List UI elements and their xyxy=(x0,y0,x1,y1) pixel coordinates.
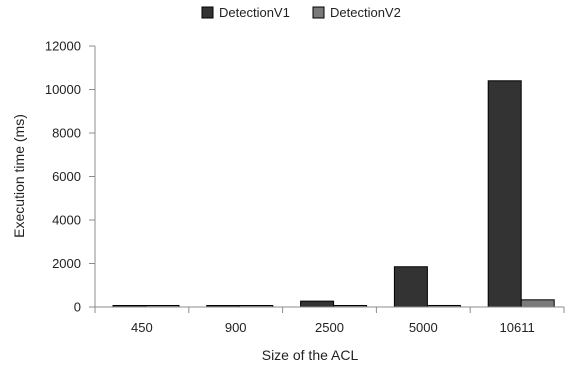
axes xyxy=(94,46,564,308)
y-tick-label: 4000 xyxy=(52,213,81,228)
legend-label-detectionv1: DetectionV1 xyxy=(219,5,290,20)
y-tick-label: 2000 xyxy=(52,256,81,271)
legend-swatch-detectionv2 xyxy=(312,6,325,19)
legend-label-detectionv2: DetectionV2 xyxy=(330,5,401,20)
bar-detectionv1-5000 xyxy=(393,266,428,308)
legend-swatch-detectionv1 xyxy=(201,6,214,19)
x-axis-ticks: 450 900 2500 5000 10611 xyxy=(94,307,565,335)
bar-detectionv2-10611 xyxy=(520,299,555,308)
y-tick-label: 8000 xyxy=(52,126,81,141)
x-tick-label: 450 xyxy=(131,320,153,335)
x-tick-label: 2500 xyxy=(315,320,344,335)
x-axis-title: Size of the ACL xyxy=(262,347,359,363)
x-tick-label: 10611 xyxy=(500,320,535,335)
y-axis-ticks: 0 2000 4000 6000 8000 10000 12000 xyxy=(45,39,95,315)
bar-detectionv1-2500 xyxy=(300,300,335,308)
y-axis-title: Execution time (ms) xyxy=(11,114,27,238)
x-tick-label: 900 xyxy=(225,320,247,335)
x-tick-label: 5000 xyxy=(409,320,438,335)
y-tick-label: 6000 xyxy=(52,169,81,184)
legend: DetectionV1 DetectionV2 xyxy=(201,5,401,20)
y-tick-label: 12000 xyxy=(45,39,81,54)
bar-detectionv1-10611 xyxy=(487,80,522,308)
bars xyxy=(112,80,555,308)
y-tick-label: 10000 xyxy=(45,82,81,97)
y-tick-label: 0 xyxy=(74,300,81,315)
